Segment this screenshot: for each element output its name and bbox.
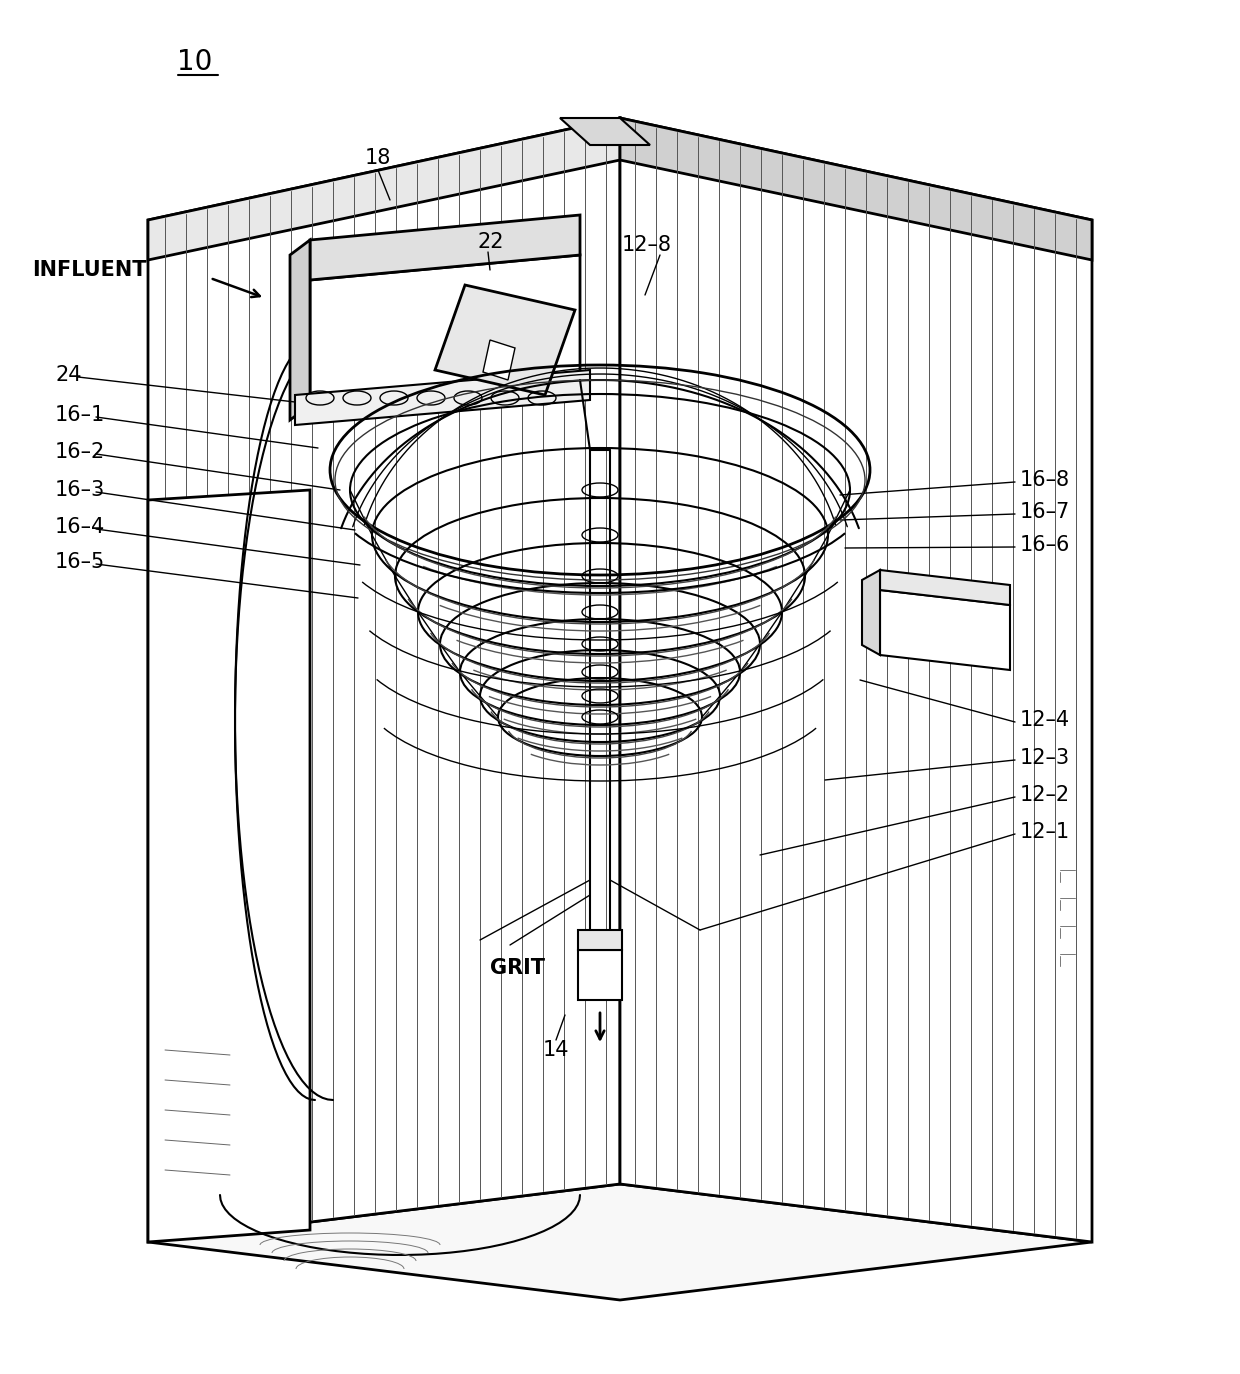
- Text: 16–4: 16–4: [55, 517, 105, 537]
- Polygon shape: [578, 930, 622, 949]
- Polygon shape: [620, 118, 1092, 260]
- Text: 12–1: 12–1: [1021, 822, 1070, 842]
- Text: 12–2: 12–2: [1021, 785, 1070, 805]
- Polygon shape: [862, 570, 880, 655]
- Polygon shape: [310, 256, 580, 405]
- Polygon shape: [295, 370, 590, 425]
- Polygon shape: [620, 118, 1092, 1242]
- Text: 16–6: 16–6: [1021, 534, 1070, 555]
- Text: 22: 22: [477, 232, 505, 251]
- Text: 24: 24: [55, 365, 82, 385]
- Polygon shape: [148, 118, 620, 260]
- Polygon shape: [560, 118, 650, 146]
- Text: 12–3: 12–3: [1021, 747, 1070, 768]
- Text: 16–2: 16–2: [55, 442, 105, 462]
- Text: 10: 10: [177, 48, 213, 76]
- Text: GRIT: GRIT: [490, 958, 546, 978]
- Text: 16–7: 16–7: [1021, 502, 1070, 522]
- Polygon shape: [310, 214, 580, 280]
- Polygon shape: [880, 589, 1011, 671]
- Polygon shape: [578, 949, 622, 1000]
- Polygon shape: [880, 570, 1011, 605]
- Text: 12–8: 12–8: [622, 235, 672, 256]
- Text: 16–3: 16–3: [55, 480, 105, 500]
- Text: 12–4: 12–4: [1021, 710, 1070, 730]
- Text: 16–5: 16–5: [55, 552, 105, 572]
- Polygon shape: [484, 339, 515, 381]
- Polygon shape: [435, 284, 575, 394]
- Polygon shape: [290, 240, 310, 420]
- Polygon shape: [148, 491, 310, 1242]
- Text: 14: 14: [543, 1040, 569, 1059]
- Text: 18: 18: [365, 148, 391, 168]
- Text: INFLUENT: INFLUENT: [32, 260, 146, 280]
- Polygon shape: [148, 118, 620, 1242]
- Text: 16–8: 16–8: [1021, 470, 1070, 491]
- Text: 16–1: 16–1: [55, 405, 105, 425]
- Polygon shape: [148, 1184, 1092, 1300]
